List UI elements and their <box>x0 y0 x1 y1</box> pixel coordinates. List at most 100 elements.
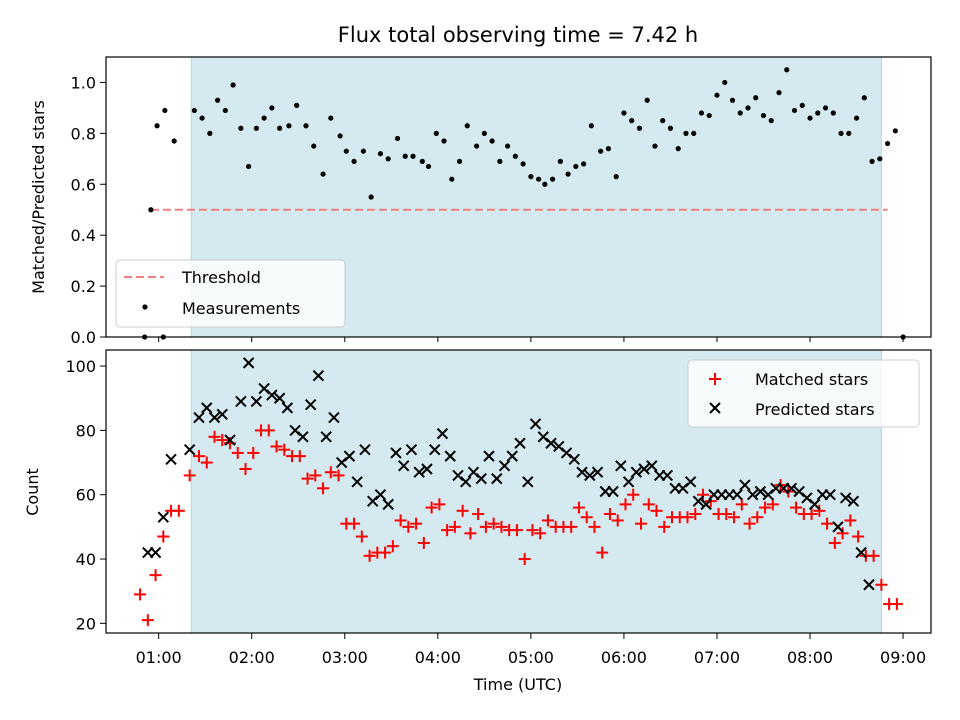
predicted-star-point <box>390 447 402 459</box>
predicted-star-point <box>382 498 394 511</box>
matched-star-point <box>627 488 640 501</box>
measurement-point <box>691 130 697 136</box>
matched-star-point <box>441 524 454 537</box>
matched-star-point <box>867 549 880 562</box>
legend-box-bottom <box>687 359 920 428</box>
y-tick-label: 0.0 <box>71 328 96 347</box>
measurement-point <box>520 161 526 167</box>
predicted-star-point <box>568 453 581 466</box>
matched-star-point <box>301 472 314 485</box>
measurement-point <box>598 148 604 154</box>
measurement-point <box>294 102 300 108</box>
x-axis-ticks-bottom: 01:00 02:00 03:00 04:00 05:00 06:00 07:00 08:00… <box>136 633 926 667</box>
predicted-star-point <box>522 476 534 488</box>
measurement-point <box>154 123 160 129</box>
predicted-star-point <box>281 402 294 414</box>
measurement-point <box>613 174 619 180</box>
matched-star-point <box>134 588 147 601</box>
predicted-star-point <box>785 482 798 494</box>
measurement-point <box>433 130 439 136</box>
predicted-star-point <box>320 431 332 443</box>
measurement-point <box>481 130 487 136</box>
matched-star-point <box>805 508 818 521</box>
matched-star-point <box>231 446 244 459</box>
measurement-point <box>714 92 720 98</box>
matched-star-point <box>828 536 841 549</box>
predicted-star-point <box>157 511 170 523</box>
measurement-point <box>698 110 705 116</box>
measurement-point <box>830 110 836 116</box>
measurement-point <box>667 125 674 131</box>
matched-star-point <box>456 504 469 517</box>
predicted-star-point <box>832 521 844 533</box>
matched-star-point <box>875 578 888 591</box>
plot-frame-top <box>105 56 932 338</box>
matched-star-point <box>759 501 772 514</box>
matched-star-point <box>309 469 322 482</box>
matched-star-point <box>743 517 756 530</box>
predicted-star-point <box>498 460 511 472</box>
x-tick-label: 04:00 <box>415 648 461 667</box>
predicted-star-point <box>359 443 371 456</box>
measurement-point <box>683 130 689 136</box>
matched-star-point <box>348 517 361 530</box>
predicted-star-point <box>343 450 356 462</box>
measurement-point <box>644 97 650 103</box>
predicted-star-point <box>208 411 221 424</box>
matched-star-point <box>642 498 655 511</box>
matched-star-point <box>596 546 609 559</box>
matched-star-point <box>172 504 185 517</box>
measurement-point <box>822 105 829 111</box>
measurement-point <box>489 138 495 144</box>
measurement-point <box>320 171 326 177</box>
predicted-star-point <box>622 476 635 488</box>
legend-predicted-swatch <box>709 402 721 414</box>
predicted-star-point <box>839 492 852 504</box>
x-axis-label: Time (UTC) <box>473 675 562 694</box>
x-tick-label: 08:00 <box>787 648 833 667</box>
matched-star-point <box>634 517 647 530</box>
legend-threshold-label: Threshold <box>181 268 261 287</box>
predicted-star-point <box>201 402 213 414</box>
measurement-point <box>588 123 594 129</box>
measurement-point <box>269 105 275 111</box>
predicted-star-point <box>638 463 650 475</box>
predicted-star-point <box>731 489 743 501</box>
measurement-point <box>605 146 612 152</box>
predicted-star-point <box>824 489 836 501</box>
predicted-star-point <box>529 418 542 430</box>
predicted-star-point <box>591 466 604 478</box>
predicted-star-point <box>514 437 526 449</box>
matched-star-point <box>689 508 702 521</box>
measurement-point <box>473 143 480 149</box>
measurement-point <box>799 102 805 108</box>
matched-star-point <box>433 498 446 511</box>
matched-star-point <box>472 508 485 521</box>
legend-measurements-label: Measurements <box>182 299 300 318</box>
matched-star-point <box>510 524 523 537</box>
predicted-star-point <box>491 472 503 485</box>
predicted-star-point <box>576 466 588 478</box>
predicted-stars-points <box>142 357 875 591</box>
y-axis-label-top: Matched/Predicted stars <box>29 100 48 294</box>
matched-star-point <box>890 598 903 611</box>
x-axis-ticks-top <box>158 337 904 342</box>
measurement-point <box>385 156 391 162</box>
matched-star-point <box>317 482 330 495</box>
measurement-point <box>328 115 334 121</box>
predicted-star-point <box>545 437 557 449</box>
predicted-star-point <box>436 427 449 440</box>
matched-star-point <box>363 549 376 562</box>
measurement-point <box>303 123 309 129</box>
predicted-star-point <box>242 357 255 369</box>
measurement-point <box>148 207 154 213</box>
y-tick-label: 0.4 <box>71 226 96 245</box>
measurement-points <box>142 67 906 340</box>
matched-star-point <box>565 520 578 533</box>
matched-star-point <box>200 456 213 469</box>
measurement-point <box>753 95 759 101</box>
predicted-star-point <box>444 450 456 462</box>
predicted-star-point <box>615 460 627 472</box>
matched-star-point <box>379 546 392 559</box>
predicted-star-point <box>754 485 767 498</box>
